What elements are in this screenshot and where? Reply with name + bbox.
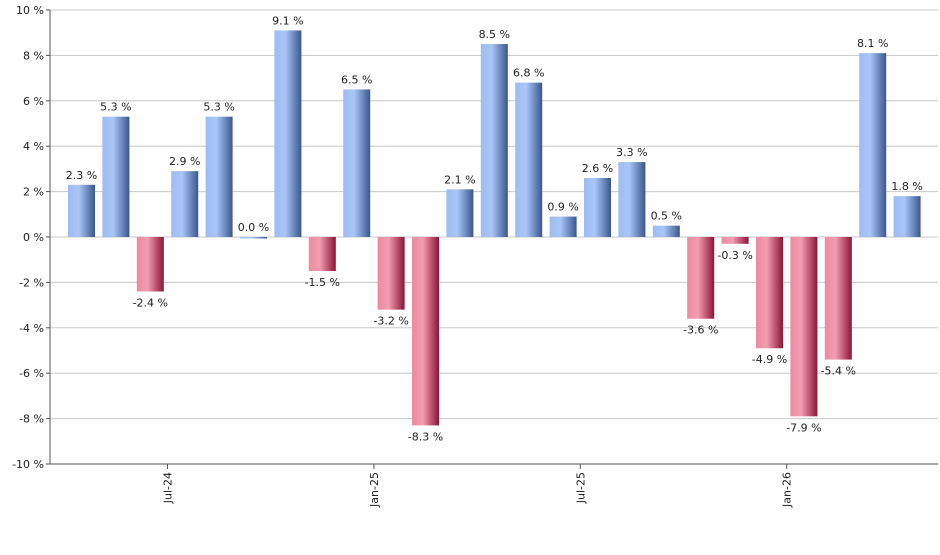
y-tick-label: -4 % <box>19 322 44 335</box>
data-label: 5.3 % <box>100 101 131 114</box>
x-tick-label: Jan-26 <box>781 472 794 508</box>
x-tick-label: Jul-24 <box>162 472 175 504</box>
bar <box>446 189 474 237</box>
bar <box>136 237 164 292</box>
data-label: -3.2 % <box>373 315 408 328</box>
bar <box>412 237 439 426</box>
data-label: 8.1 % <box>857 37 888 50</box>
x-tick-label: Jul-25 <box>574 472 587 504</box>
data-label: -7.9 % <box>786 421 821 434</box>
y-tick-label: 2 % <box>23 186 44 199</box>
y-tick-label: 8 % <box>23 49 44 62</box>
bar <box>584 177 611 237</box>
data-label: 2.3 % <box>66 169 97 182</box>
axes: -10 % -8 % -6 % -4 % -2 % 0 % 2 % 4 % 6 % 8 % 10 %… <box>12 4 938 508</box>
data-label: -4.9 % <box>752 353 787 366</box>
data-label: -5.4 % <box>821 365 856 378</box>
bar <box>859 53 887 237</box>
data-label: -0.3 % <box>717 249 752 262</box>
data-label: 0.0 % <box>238 221 269 234</box>
data-label: 2.6 % <box>582 162 613 175</box>
data-label: 6.8 % <box>513 67 544 80</box>
data-label: 6.5 % <box>341 73 372 86</box>
data-label: 2.1 % <box>444 173 475 186</box>
data-label: -3.6 % <box>683 324 718 337</box>
bars <box>68 30 921 426</box>
bar <box>652 225 680 237</box>
data-label: 3.3 % <box>616 146 647 159</box>
bar <box>377 237 405 310</box>
bar <box>824 237 852 360</box>
bar <box>480 44 508 237</box>
bar <box>274 30 302 238</box>
bar <box>240 237 267 239</box>
bar <box>618 162 646 237</box>
data-label: 0.5 % <box>651 210 682 223</box>
bar <box>721 237 749 244</box>
bar <box>102 116 130 237</box>
data-label: 8.5 % <box>479 28 510 41</box>
data-label: 1.8 % <box>891 180 922 193</box>
bar <box>549 216 577 237</box>
data-label: -1.5 % <box>305 276 340 289</box>
y-tick-label: -8 % <box>19 413 44 426</box>
y-tick-label: -2 % <box>19 276 44 289</box>
x-tick-label: Jan-25 <box>368 472 381 508</box>
data-label: 0.9 % <box>547 201 578 214</box>
bar <box>893 196 921 237</box>
y-tick-label: -10 % <box>12 458 44 471</box>
y-tick-label: 10 % <box>16 4 44 17</box>
y-tick-label: 6 % <box>23 95 44 108</box>
y-tick-label: -6 % <box>19 367 44 380</box>
data-label: 2.9 % <box>169 155 200 168</box>
bar <box>756 237 783 349</box>
y-tick-label: 0 % <box>23 231 44 244</box>
data-labels: 2.3 % 5.3 % -2.4 % 2.9 % 5.3 % 0.0 % 9.1 % -1.5… <box>66 14 923 443</box>
y-tick-label: 4 % <box>23 140 44 153</box>
data-label: -8.3 % <box>408 430 443 443</box>
bar <box>308 237 336 272</box>
bar <box>205 116 233 237</box>
data-label: -2.4 % <box>133 296 168 309</box>
bar <box>68 184 95 237</box>
bar <box>515 82 543 237</box>
bar <box>790 237 818 417</box>
data-label: 9.1 % <box>272 14 303 27</box>
bar <box>343 89 371 237</box>
data-label: 5.3 % <box>203 101 234 114</box>
bar <box>171 171 199 237</box>
bar <box>687 237 715 319</box>
